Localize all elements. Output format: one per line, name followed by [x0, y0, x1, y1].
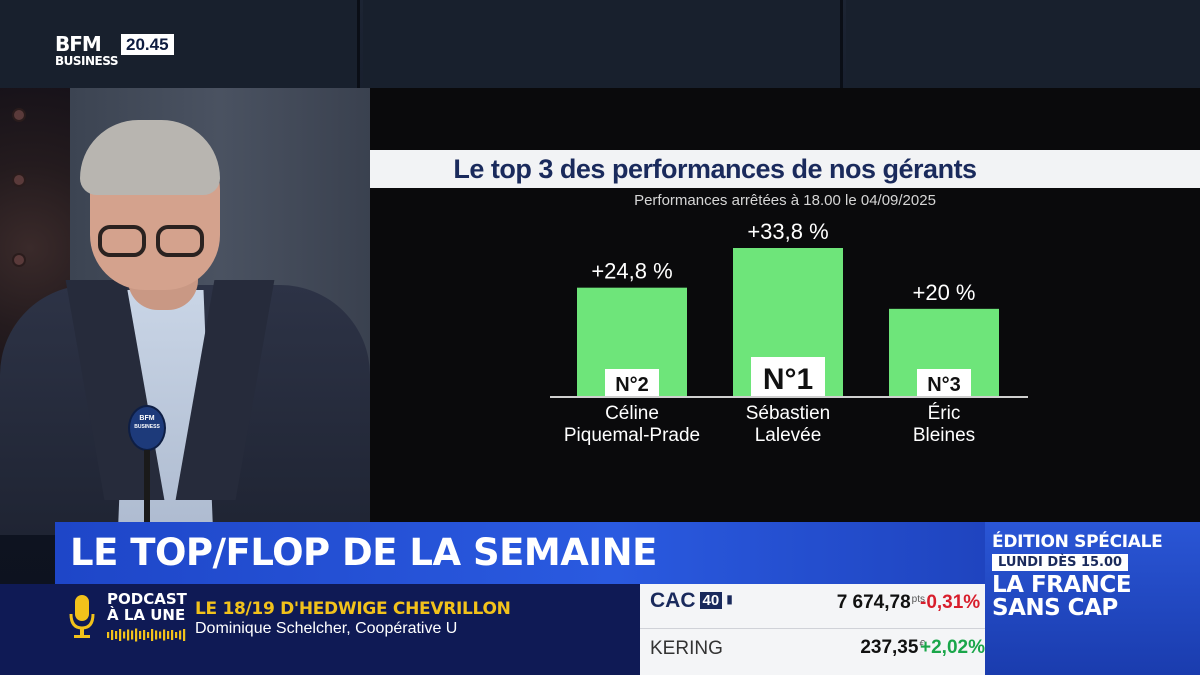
- presenter: [0, 120, 370, 535]
- audio-wave-bar: [171, 630, 174, 640]
- podcast-guest: Dominique Schelcher, Coopérative U: [195, 620, 458, 637]
- audio-wave-bar: [127, 629, 130, 641]
- studio-screen: [0, 0, 360, 88]
- rank-badge: [751, 357, 825, 397]
- ticker-change: +2,02%: [920, 637, 985, 658]
- logo-business-text: BUSINESS: [55, 54, 118, 68]
- studio-screen: [363, 0, 843, 88]
- promo-panel: [985, 522, 1200, 675]
- audio-wave-bar: [167, 631, 170, 639]
- category-label: Sébastien: [746, 403, 831, 424]
- audio-wave-bar: [151, 629, 154, 641]
- category-label: Bleines: [913, 425, 975, 446]
- category-label: Lalevée: [755, 425, 822, 446]
- ticker-index-name: CAC 40 ▮: [650, 589, 733, 613]
- ticker-index-badge: 40: [699, 592, 723, 609]
- mic-logo: BFM BUSINESS: [128, 415, 166, 431]
- rank-label: N°2: [615, 374, 649, 396]
- lower-third-banner: [55, 522, 985, 584]
- ticker-row: KERING 237,35€ +2,02%: [640, 629, 985, 674]
- glasses-icon: [98, 225, 146, 257]
- rank-label: N°3: [927, 374, 961, 396]
- promo-time: LUNDI DÈS 15.00: [992, 554, 1129, 571]
- bar-value-label: +33,8 %: [747, 219, 828, 244]
- rank-badge: [917, 369, 971, 397]
- studio-screen: [846, 0, 1200, 88]
- microphone-stand: [144, 450, 150, 530]
- audio-wave-bar: [163, 629, 166, 641]
- microphone-icon: [69, 595, 95, 638]
- clock: 20.45: [121, 34, 174, 55]
- audio-wave-bar: [107, 632, 110, 638]
- mic-logo-line: BFM: [139, 415, 155, 422]
- chart-title: Le top 3 des performances de nos gérants: [453, 154, 977, 184]
- ticker-price: 237,35€: [810, 637, 925, 659]
- ticker-price-value: 7 674,78: [836, 592, 911, 613]
- podcast-label-line: À LA UNE: [107, 606, 186, 624]
- vault-bolt: [12, 253, 26, 267]
- chart-title-bar: [370, 150, 1200, 188]
- audio-wave-bar: [147, 632, 150, 638]
- audio-wave-bar: [183, 629, 186, 641]
- podcast-label: PODCAST À LA UNE: [107, 591, 187, 623]
- category-label: Piquemal-Prade: [564, 425, 700, 446]
- audio-wave-bar: [175, 632, 178, 638]
- ticker-unit: €: [919, 639, 925, 650]
- ticker-price: 7 674,78pts: [810, 592, 925, 614]
- podcast-bar: [0, 584, 640, 675]
- lock-icon: ▮: [726, 592, 733, 606]
- audio-wave-bar: [119, 629, 122, 641]
- ticker-unit: pts: [911, 594, 925, 605]
- presenter-hair: [80, 120, 220, 195]
- bar-value-label: +20 %: [913, 280, 976, 305]
- audio-wave-bar: [115, 631, 118, 639]
- category-label: Éric: [928, 403, 961, 424]
- market-ticker: [640, 584, 985, 675]
- category-label: Céline: [605, 403, 659, 424]
- mic-logo-line: BUSINESS: [134, 424, 160, 430]
- audio-wave-bar: [135, 628, 138, 642]
- vault-bolt: [12, 108, 26, 122]
- glasses-icon: [156, 225, 204, 257]
- logo-bfm-text: BFM: [55, 32, 102, 56]
- banner-title: LE TOP/FLOP DE LA SEMAINE: [70, 531, 657, 574]
- audio-wave-bar: [159, 631, 162, 639]
- chart-subtitle: Performances arrêtées à 18.00 le 04/09/2…: [634, 192, 936, 209]
- ticker-index-label: CAC: [650, 589, 696, 612]
- promo-show-title: LA FRANCE SANS CAP: [992, 572, 1132, 621]
- ticker-row: CAC 40 ▮ 7 674,78pts -0,31%: [640, 584, 985, 629]
- audio-wave-icon: [107, 628, 186, 642]
- audio-wave-bar: [139, 631, 142, 639]
- rank-label: N°1: [763, 363, 813, 396]
- audio-wave-bar: [155, 630, 158, 640]
- audio-wave-bar: [179, 630, 182, 640]
- microphone-icon: [128, 405, 166, 451]
- channel-logo: BFM BUSINESS: [55, 34, 118, 68]
- audio-wave-bar: [111, 630, 114, 640]
- podcast-show-title: LE 18/19 D'HEDWIGE CHEVRILLON: [195, 599, 511, 619]
- podcast-label-line: PODCAST: [107, 590, 187, 608]
- promo-edition: ÉDITION SPÉCIALE: [992, 532, 1163, 552]
- audio-wave-bar: [131, 630, 134, 640]
- rank-badge: [605, 369, 659, 397]
- bar-value-label: +24,8 %: [591, 259, 672, 284]
- ticker-stock-name: KERING: [650, 638, 723, 659]
- ticker-price-value: 237,35: [860, 637, 919, 658]
- audio-wave-bar: [143, 630, 146, 640]
- audio-wave-bar: [123, 631, 126, 639]
- vault-bolt: [12, 173, 26, 187]
- ticker-change: -0,31%: [920, 592, 981, 613]
